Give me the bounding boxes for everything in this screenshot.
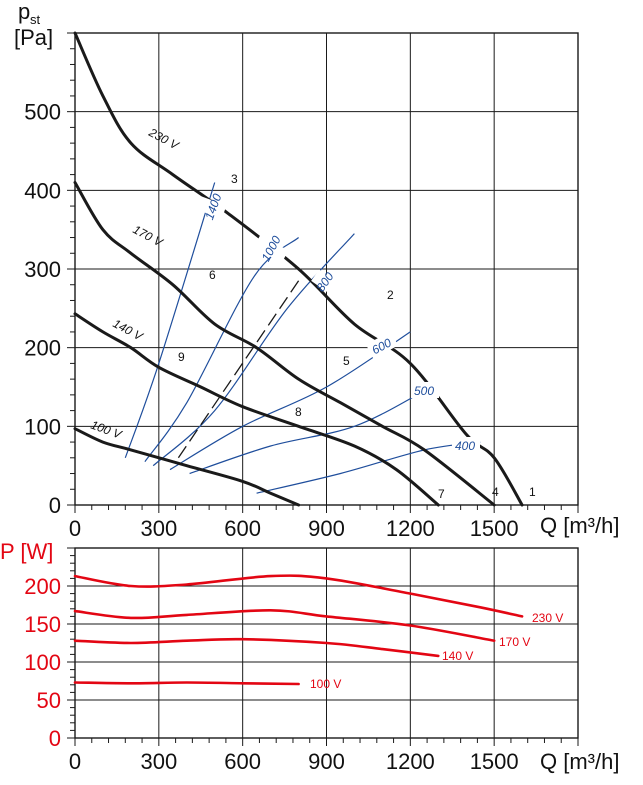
x-tick-label: 900 — [308, 516, 345, 541]
y-tick-label: 0 — [49, 493, 61, 518]
y-tick-label: 0 — [49, 726, 61, 751]
point-1: 1 — [529, 485, 536, 499]
point-2: 2 — [387, 288, 394, 302]
x-tick-label: 1500 — [470, 749, 519, 774]
y-tick-label: 300 — [24, 257, 61, 282]
rpm-500: 500 — [414, 384, 434, 398]
y-tick-label: 200 — [24, 336, 61, 361]
power-xlabel: Q [m³/h] — [540, 749, 619, 774]
pressure-curve-100v — [73, 427, 301, 507]
y-tick-label: 100 — [24, 650, 61, 675]
power-label-230v: 230 V — [532, 611, 563, 625]
point-9: 9 — [178, 350, 185, 364]
power-ylabel: P [W] — [0, 539, 53, 564]
y-tick-label: 500 — [24, 100, 61, 125]
point-7: 7 — [438, 487, 445, 501]
speed-line-1000 — [144, 237, 299, 463]
speed-lines — [124, 182, 481, 494]
y-tick-label: 400 — [24, 178, 61, 203]
y-tick-label: 150 — [24, 612, 61, 637]
speed-line-1400 — [124, 182, 216, 459]
y-tick-label: 100 — [24, 414, 61, 439]
x-tick-label: 300 — [140, 516, 177, 541]
rpm-label-bg — [193, 195, 227, 219]
pressure-ylabel-main: p — [18, 0, 30, 24]
dashed-limit-line — [177, 280, 300, 459]
pressure-xlabel: Q [m³/h] — [540, 513, 619, 538]
power-curve-140v — [73, 637, 440, 658]
power-curve-170v — [73, 608, 496, 642]
x-tick-label: 0 — [69, 516, 81, 541]
point-4: 4 — [492, 485, 499, 499]
power-label-140v: 140 V — [442, 649, 473, 663]
pressure-ylabel-sub: st — [30, 12, 41, 27]
x-tick-label: 900 — [308, 749, 345, 774]
pressure-curve-140v — [73, 312, 440, 507]
label-230v: 230 V — [146, 125, 182, 153]
x-tick-label: 1200 — [386, 749, 435, 774]
speed-line-500 — [189, 390, 425, 475]
rpm-labels: 1400 1000 800 600 500 400 — [193, 192, 480, 453]
point-6: 6 — [209, 268, 216, 282]
speed-line-800 — [152, 233, 355, 467]
point-8: 8 — [295, 405, 302, 419]
x-tick-label: 1500 — [470, 516, 519, 541]
power-curve-230v — [73, 574, 524, 618]
point-3: 3 — [231, 172, 238, 186]
rpm-label-bg — [253, 235, 289, 263]
power-axis-ticks: 0 300 600 900 1200 1500 0 50 100 150 200 — [24, 547, 579, 774]
pressure-ylabel-unit: [Pa] — [14, 25, 53, 50]
power-label-170v: 170 V — [499, 635, 530, 649]
x-tick-label: 300 — [140, 749, 177, 774]
y-tick-label: 200 — [24, 574, 61, 599]
rpm-label-bg — [452, 437, 480, 453]
power-label-100v: 100 V — [310, 677, 341, 691]
pressure-grid — [75, 33, 578, 505]
rpm-400: 400 — [455, 439, 475, 453]
power-curve-100v — [73, 681, 300, 686]
rpm-label-bg — [411, 382, 439, 398]
rpm-label-bg — [311, 269, 339, 295]
rpm-label-bg — [365, 331, 399, 359]
point-5: 5 — [343, 354, 350, 368]
label-170v: 170 V — [131, 222, 166, 250]
operating-point-labels: 1 2 3 4 5 6 7 8 9 — [178, 172, 536, 501]
x-tick-label: 0 — [69, 749, 81, 774]
x-tick-label: 600 — [224, 516, 261, 541]
x-tick-label: 600 — [224, 749, 261, 774]
power-curves — [73, 574, 524, 686]
pressure-curve-170v — [73, 181, 496, 507]
power-chart: 0 300 600 900 1200 1500 0 50 100 150 200 P [W] Q [… — [0, 539, 619, 774]
x-tick-label: 1200 — [386, 516, 435, 541]
y-tick-label: 50 — [37, 688, 61, 713]
